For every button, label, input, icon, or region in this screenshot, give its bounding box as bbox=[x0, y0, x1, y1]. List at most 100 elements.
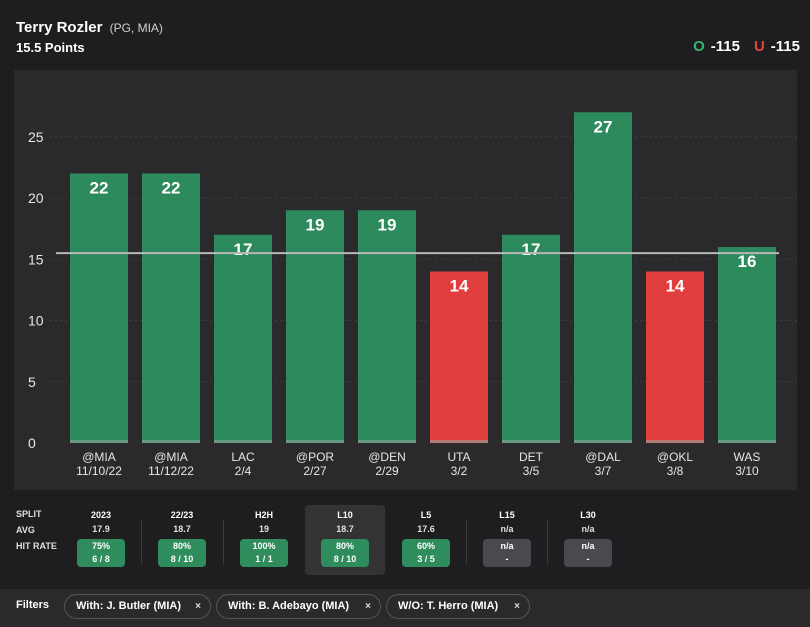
x-tick-date: 3/2 bbox=[451, 464, 468, 478]
filter-chip-butler[interactable]: With: J. Butler (MIA) × bbox=[64, 594, 211, 619]
x-tick-date: 2/27 bbox=[303, 464, 327, 478]
filter-chip-label: With: J. Butler (MIA) bbox=[76, 600, 181, 612]
x-tick-opponent: WAS bbox=[734, 450, 761, 464]
split-name: L5 bbox=[420, 510, 432, 520]
bar-value-label: 19 bbox=[378, 215, 397, 234]
split-name: L10 bbox=[337, 510, 353, 520]
header: Terry Rozler (PG, MIA) 15.5 Points O -115… bbox=[0, 0, 810, 70]
filter-chip-label: W/O: T. Herro (MIA) bbox=[398, 600, 499, 612]
hit-rate-fraction: - bbox=[586, 554, 590, 564]
split-column[interactable]: L5 17.6 60% 3 / 5 bbox=[386, 505, 466, 575]
bar-base bbox=[646, 440, 704, 443]
close-icon[interactable]: × bbox=[365, 601, 371, 612]
hit-rate-badge: 100% 1 / 1 bbox=[240, 539, 288, 567]
chart-panel: 0 5 10 15 20 25 22 @MIA 11/10/22 22 @MIA 11/12/22 17… bbox=[14, 70, 797, 490]
filters-bar: Filters With: J. Butler (MIA) × With: B.… bbox=[0, 589, 810, 627]
split-name: H2H bbox=[254, 510, 273, 520]
split-column[interactable]: L15 n/a n/a - bbox=[467, 505, 547, 575]
bar-base bbox=[502, 440, 560, 443]
x-tick-opponent: @DEN bbox=[368, 450, 406, 464]
hit-rate-badge: n/a - bbox=[564, 539, 612, 567]
split-name: 2023 bbox=[90, 510, 112, 520]
hit-rate-pct: 75% bbox=[91, 541, 110, 551]
filter-chip-adebayo[interactable]: With: B. Adebayo (MIA) × bbox=[216, 594, 381, 619]
x-tick-date: 3/5 bbox=[523, 464, 540, 478]
bar-over bbox=[574, 112, 632, 443]
hit-rate-badge: n/a - bbox=[483, 539, 531, 567]
y-tick-label: 25 bbox=[28, 129, 44, 145]
bar-over bbox=[70, 173, 128, 443]
bar-over bbox=[286, 210, 344, 443]
bar-value-label: 14 bbox=[450, 277, 469, 296]
hit-rate-pct: 80% bbox=[172, 541, 191, 551]
bar-over bbox=[502, 234, 560, 443]
hit-rate-pct: n/a bbox=[581, 541, 595, 551]
split-label: SPLIT bbox=[16, 509, 42, 519]
hit-rate-badge: 80% 8 / 10 bbox=[158, 539, 206, 567]
bar-base bbox=[70, 440, 128, 443]
bar-value-label: 16 bbox=[738, 252, 757, 271]
avg-label: AVG bbox=[16, 525, 35, 535]
split-column[interactable]: L10 18.7 80% 8 / 10 bbox=[305, 505, 385, 575]
hit-rate-badge: 60% 3 / 5 bbox=[402, 539, 450, 567]
split-avg: 18.7 bbox=[173, 524, 191, 534]
hit-rate-fraction: 6 / 8 bbox=[92, 554, 110, 564]
split-column[interactable]: H2H 19 100% 1 / 1 bbox=[224, 505, 304, 575]
bar-over bbox=[142, 173, 200, 443]
hit-rate-fraction: 8 / 10 bbox=[170, 554, 194, 564]
split-column[interactable]: L30 n/a n/a - bbox=[548, 505, 628, 575]
bar-value-label: 14 bbox=[666, 277, 685, 296]
close-icon[interactable]: × bbox=[514, 601, 520, 612]
over-odds-value: -115 bbox=[710, 38, 740, 55]
bar-base bbox=[358, 440, 416, 443]
split-row-labels: SPLIT AVG HIT RATE bbox=[16, 509, 57, 557]
x-tick-date: 3/8 bbox=[667, 464, 684, 478]
split-name: L15 bbox=[499, 510, 515, 520]
split-column[interactable]: 2023 17.9 75% 6 / 8 bbox=[61, 505, 141, 575]
hit-rate-fraction: 1 / 1 bbox=[255, 554, 273, 564]
over-odds[interactable]: O -115 bbox=[693, 38, 740, 55]
split-avg: n/a bbox=[500, 524, 514, 534]
y-tick-label: 20 bbox=[28, 190, 44, 206]
x-tick-opponent: @MIA bbox=[154, 450, 188, 464]
bar-under bbox=[646, 271, 704, 443]
split-avg: 17.6 bbox=[417, 524, 435, 534]
bar-value-label: 17 bbox=[522, 240, 541, 259]
bar-base bbox=[430, 440, 488, 443]
y-tick-label: 5 bbox=[28, 374, 36, 390]
close-icon[interactable]: × bbox=[195, 601, 201, 612]
under-odds[interactable]: U -115 bbox=[754, 38, 800, 55]
hit-rate-pct: n/a bbox=[500, 541, 514, 551]
split-name: 22/23 bbox=[170, 510, 194, 520]
x-tick-opponent: UTA bbox=[447, 450, 470, 464]
split-avg: 18.7 bbox=[336, 524, 354, 534]
bar-base bbox=[574, 440, 632, 443]
over-letter: O bbox=[693, 38, 705, 55]
bar-over bbox=[358, 210, 416, 443]
bar-over bbox=[214, 234, 272, 443]
split-divider bbox=[466, 520, 467, 565]
y-tick-label: 0 bbox=[28, 435, 36, 451]
split-column[interactable]: 22/23 18.7 80% 8 / 10 bbox=[142, 505, 222, 575]
filter-chip-herro[interactable]: W/O: T. Herro (MIA) × bbox=[386, 594, 530, 619]
x-tick-date: 11/12/22 bbox=[148, 464, 194, 478]
bar-base bbox=[142, 440, 200, 443]
prop-line: 15.5 Points bbox=[16, 40, 85, 55]
split-divider bbox=[547, 520, 548, 565]
x-tick-date: 2/4 bbox=[235, 464, 252, 478]
player-name: Terry Rozler bbox=[16, 19, 103, 36]
hit-rate-badge: 80% 8 / 10 bbox=[321, 539, 369, 567]
hit-rate-badge: 75% 6 / 8 bbox=[77, 539, 125, 567]
bar-value-label: 27 bbox=[594, 117, 613, 136]
x-tick-opponent: DET bbox=[519, 450, 544, 464]
player-title: Terry Rozler (PG, MIA) bbox=[16, 19, 163, 36]
x-tick-opponent: @MIA bbox=[82, 450, 116, 464]
x-tick-opponent: @DAL bbox=[585, 450, 621, 464]
bar-chart: 051015202522@MIA11/10/2222@MIA11/12/2217… bbox=[28, 112, 797, 478]
x-tick-date: 3/10 bbox=[735, 464, 759, 478]
bar-value-label: 22 bbox=[162, 179, 181, 198]
split-name: L30 bbox=[580, 510, 596, 520]
bar-base bbox=[286, 440, 344, 443]
bar-base bbox=[718, 440, 776, 443]
filters-label: Filters bbox=[16, 599, 50, 611]
